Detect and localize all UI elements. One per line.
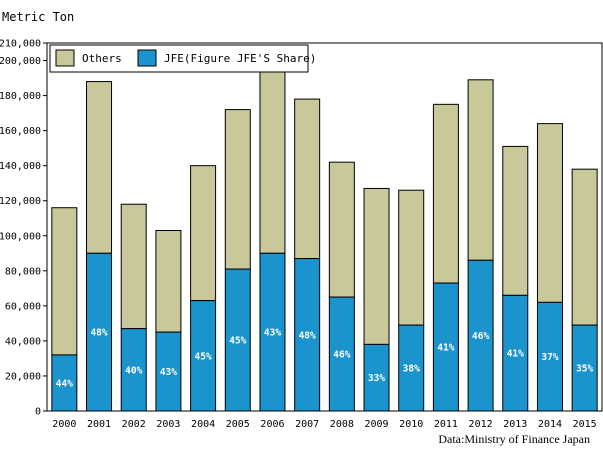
bar-jfe-2014 [536, 301, 563, 412]
x-axis-ticks: 2000 2001 2002 2003 2004 2005 2006 2007 2008 2009… [52, 419, 596, 430]
bar-jfe-2001 [86, 252, 113, 412]
y-tick-label: 140,000 [0, 161, 41, 172]
bar-jfe-2002 [120, 328, 147, 412]
y-tick-label: 210,000 [0, 39, 41, 50]
bar-jfe-2007 [294, 258, 321, 412]
share-label: 46% [472, 331, 489, 342]
bar-jfe-2000 [51, 354, 78, 412]
source-note: Data:Ministry of Finance Japan [438, 432, 590, 446]
legend-label-jfe: JFE(Figure JFE'S Share) [164, 52, 316, 65]
share-label: 48% [90, 328, 107, 339]
share-label: 43% [264, 328, 281, 339]
y-tick-label: 200,000 [0, 56, 41, 67]
x-tick-label: 2009 [364, 419, 388, 430]
y-tick-label: 160,000 [0, 126, 41, 137]
share-label: 33% [368, 373, 385, 384]
legend-swatch-others [55, 49, 75, 67]
share-label: 35% [576, 364, 593, 375]
share-label: 43% [160, 367, 177, 378]
x-tick-label: 2002 [122, 419, 146, 430]
bar-others-2001 [86, 81, 113, 254]
legend-label-others: Others [82, 52, 122, 65]
share-label: 45% [229, 336, 246, 347]
x-tick-label: 2004 [191, 419, 215, 430]
y-tick-label: 80,000 [5, 266, 41, 277]
bars: 44% 48% 40% 43% 45% 45% 43% 48% 46% 33% 38% 41% 46% 4… [51, 58, 598, 412]
bar-jfe-2008 [328, 296, 355, 412]
x-tick-label: 2015 [573, 419, 597, 430]
bar-jfe-2009 [363, 343, 390, 412]
x-tick-label: 2014 [538, 419, 562, 430]
share-label: 41% [437, 343, 454, 354]
bar-others-2003 [155, 230, 182, 333]
x-tick-label: 2011 [434, 419, 458, 430]
bar-jfe-2012 [467, 259, 494, 412]
x-tick-label: 2001 [87, 419, 111, 430]
unit-label: Metric Ton [2, 10, 74, 24]
bar-jfe-2015 [571, 324, 598, 412]
bar-jfe-2011 [432, 282, 459, 412]
bar-others-2009 [363, 187, 390, 345]
share-label: 48% [299, 330, 316, 341]
x-tick-label: 2013 [503, 419, 527, 430]
share-label: 37% [541, 352, 558, 363]
bar-others-2015 [571, 168, 598, 326]
y-axis-ticks: 0 20,000 40,000 60,000 80,000 100,000 120,000 1… [0, 39, 47, 418]
legend-swatch-jfe [137, 49, 157, 67]
bar-others-2007 [294, 98, 321, 260]
y-tick-label: 180,000 [0, 91, 41, 102]
bar-others-2005 [224, 109, 251, 270]
y-tick-label: 40,000 [5, 336, 41, 347]
x-tick-label: 2007 [295, 419, 319, 430]
x-tick-label: 2012 [469, 419, 493, 430]
bar-others-2006 [259, 58, 286, 254]
bar-others-2002 [120, 203, 147, 330]
y-tick-label: 100,000 [0, 231, 41, 242]
legend: Others JFE(Figure JFE'S Share) [49, 44, 316, 73]
bar-jfe-2004 [190, 300, 217, 412]
y-tick-label: 120,000 [0, 196, 41, 207]
y-tick-label: 60,000 [5, 301, 41, 312]
bar-jfe-2005 [224, 268, 251, 412]
x-tick-label: 2006 [260, 419, 284, 430]
share-label: 46% [333, 350, 350, 361]
share-label: 44% [56, 378, 73, 389]
x-tick-label: 2008 [330, 419, 354, 430]
bar-others-2000 [51, 207, 78, 356]
bar-jfe-2013 [502, 294, 529, 412]
x-tick-label: 2005 [226, 419, 250, 430]
share-label: 38% [403, 364, 420, 375]
y-tick-label: 0 [35, 407, 41, 418]
share-label: 40% [125, 365, 142, 376]
bar-jfe-2010 [398, 324, 425, 412]
bar-others-2008 [328, 161, 355, 298]
bar-others-2011 [432, 103, 459, 284]
y-tick-label: 20,000 [5, 371, 41, 382]
bar-others-2004 [190, 165, 217, 302]
bar-others-2012 [467, 79, 494, 261]
bar-others-2013 [502, 145, 529, 296]
x-tick-label: 2010 [399, 419, 423, 430]
share-label: 45% [195, 351, 212, 362]
bar-jfe-2006 [259, 252, 286, 412]
bar-jfe-2003 [155, 331, 182, 412]
x-tick-label: 2003 [156, 419, 180, 430]
share-label: 41% [507, 349, 524, 360]
bar-others-2010 [398, 189, 425, 326]
legend-box [49, 44, 309, 73]
bar-others-2014 [536, 123, 563, 303]
x-tick-label: 2000 [52, 419, 76, 430]
